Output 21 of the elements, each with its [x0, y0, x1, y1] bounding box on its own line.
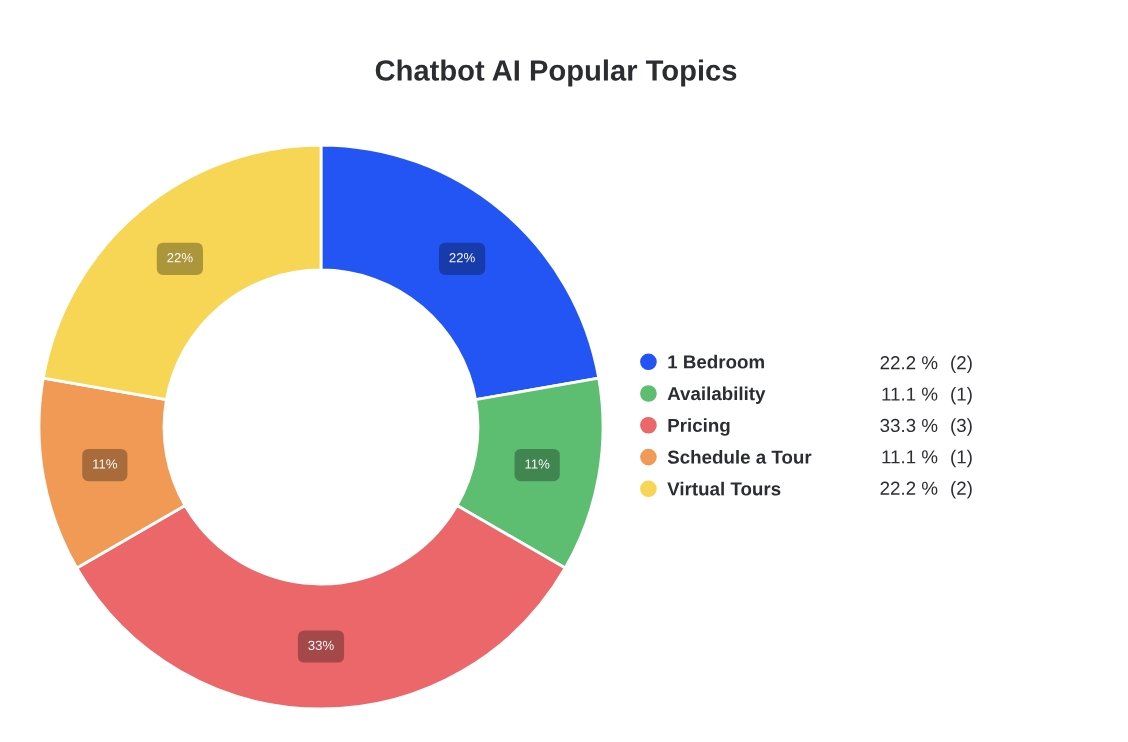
text: (2)	[951, 355, 972, 374]
text: (3)	[951, 418, 972, 436]
text: 22.2 %	[880, 356, 938, 370]
legend-label: Pricing	[668, 418, 730, 436]
legend-label: Virtual Tours	[667, 481, 781, 496]
text: (1)	[951, 386, 972, 405]
data-label: 22%	[167, 253, 193, 263]
data-label: 11%	[93, 459, 118, 469]
legend-label: Availability	[667, 386, 766, 404]
data-label: 33%	[308, 640, 334, 651]
legend-label: 1 Bedroom	[668, 354, 764, 369]
data-label: 22%	[449, 253, 475, 263]
text: 22.2 %	[880, 481, 938, 495]
legend-label: Schedule a Tour	[667, 450, 812, 464]
text: 33.3 %	[880, 418, 938, 433]
text: (2)	[951, 481, 972, 499]
data-label: 11%	[525, 459, 550, 469]
text: 11.1 %	[882, 387, 938, 401]
chart-title: Chatbot AI Popular Topics	[375, 59, 737, 87]
text: 11.1 %	[882, 450, 938, 464]
text: (1)	[951, 449, 972, 468]
